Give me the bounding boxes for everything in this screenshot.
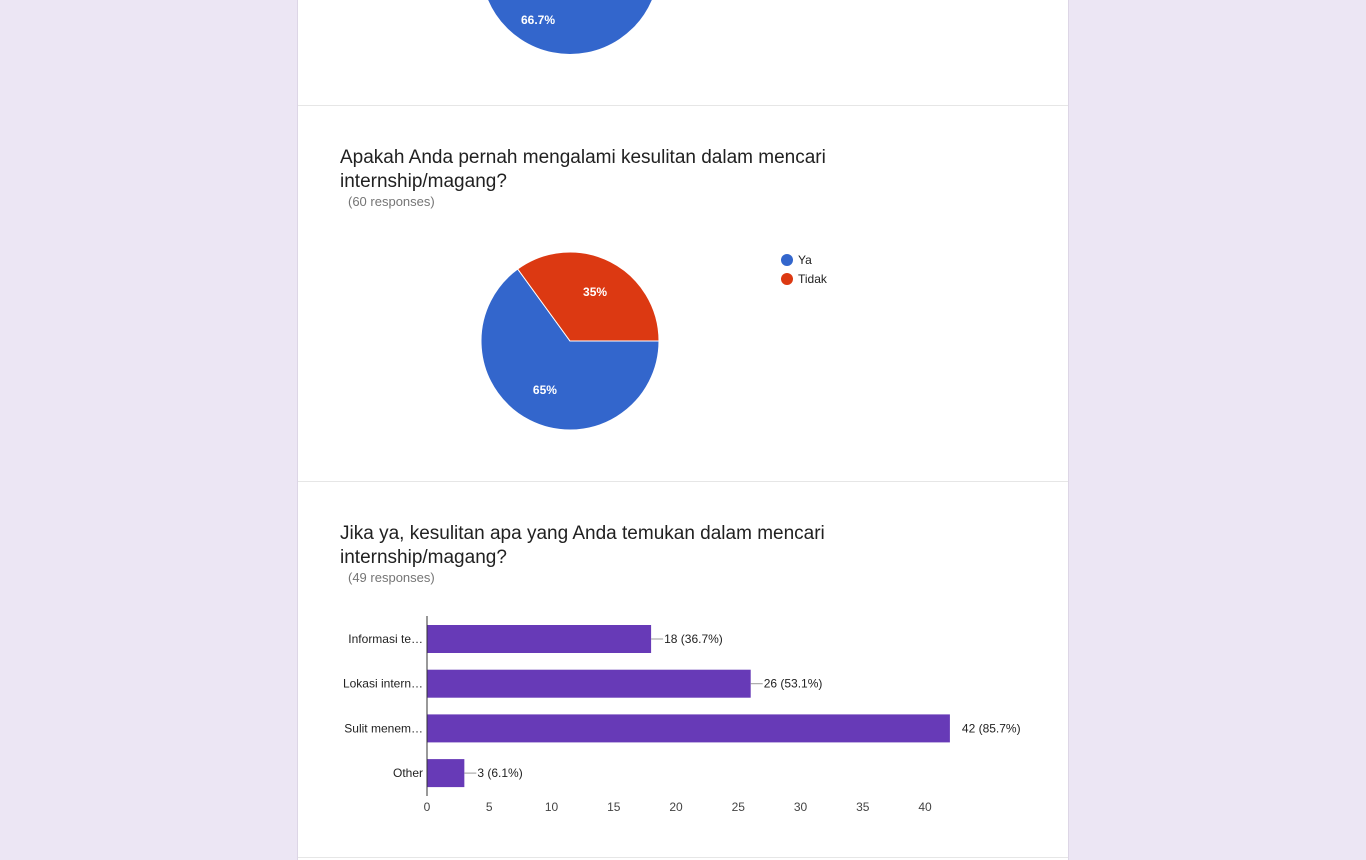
bar-2: [427, 714, 950, 743]
pie-q2-slice-ya: [480, 268, 660, 431]
pie-q2-slice-label: 65%: [533, 383, 557, 397]
category-label: Informasi te…: [348, 632, 423, 646]
data-label: 42 (85.7%): [962, 721, 1021, 735]
x-tick-label: 25: [732, 800, 746, 814]
pie-chart-q2: 65% 35%: [480, 251, 660, 431]
legend-label: Tidak: [798, 271, 827, 286]
chart-legend-q2: Ya Tidak: [781, 250, 827, 288]
x-tick-label: 5: [486, 800, 493, 814]
section-divider: [298, 481, 1068, 482]
legend-dot-icon: [781, 253, 793, 266]
legend-label: Ya: [798, 252, 812, 267]
section-divider: [298, 105, 1068, 106]
x-tick-label: 30: [794, 800, 808, 814]
pie-q2-slice-label: 35%: [583, 285, 607, 299]
bar-1: [427, 669, 751, 698]
category-label: Lokasi intern…: [343, 677, 423, 691]
legend-item-tidak: Tidak: [781, 269, 827, 288]
question-title-q3: Jika ya, kesulitan apa yang Anda temukan…: [340, 523, 825, 568]
x-tick-label: 0: [424, 800, 431, 814]
bar-0: [427, 625, 652, 653]
x-tick-label: 20: [669, 800, 683, 814]
category-label: Sulit menem…: [344, 721, 423, 735]
x-tick-label: 15: [607, 800, 621, 814]
section-divider: [298, 857, 1068, 858]
legend-dot-icon: [781, 272, 793, 285]
pie-q1-slice-label: 66.7%: [521, 13, 555, 27]
x-tick-label: 40: [918, 800, 932, 814]
category-label: Other: [393, 766, 423, 780]
bar-3: [427, 759, 465, 788]
x-tick-label: 10: [545, 800, 559, 814]
bar-chart-q3: Informasi te… 18 (36.7%) Lokasi intern… 26 …: [343, 616, 1021, 814]
pie-chart-q1: 66.7%: [488, 0, 652, 54]
data-label: 18 (36.7%): [664, 632, 723, 646]
data-label: 26 (53.1%): [764, 677, 823, 691]
pie-q2-slice-tidak: [516, 251, 660, 342]
data-label: 3 (6.1%): [477, 766, 522, 780]
response-count-q3: (49 responses): [348, 570, 435, 585]
pie-q1-slice: [488, 0, 652, 54]
question-title-q2: Apakah Anda pernah mengalami kesulitan d…: [340, 147, 826, 192]
x-tick-label: 35: [856, 800, 870, 814]
form-summary-page: 66.7% Apakah Anda pernah mengalami kesul…: [297, 0, 1069, 860]
response-count-q2: (60 responses): [348, 194, 435, 209]
legend-item-ya: Ya: [781, 250, 827, 269]
